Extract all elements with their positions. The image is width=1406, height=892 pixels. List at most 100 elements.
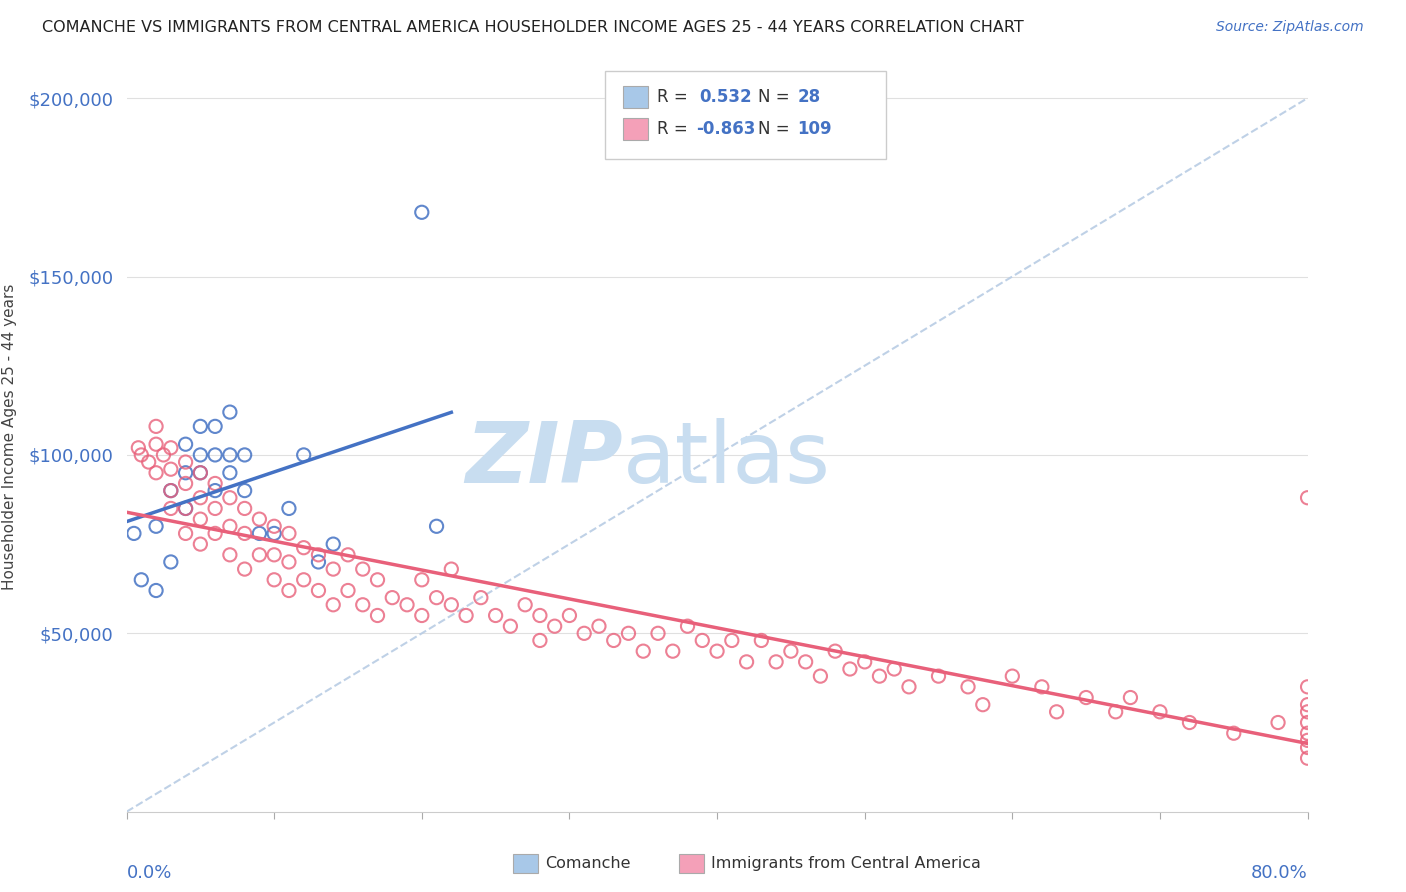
Point [425, 519, 447, 533]
Point [219, 466, 242, 480]
Point [249, 548, 271, 562]
Point [367, 608, 389, 623]
Point [352, 598, 374, 612]
Point [720, 633, 742, 648]
Point [278, 583, 301, 598]
Point [425, 591, 447, 605]
Point [263, 548, 285, 562]
Point [292, 573, 315, 587]
Point [676, 619, 699, 633]
Text: N =: N = [758, 88, 789, 106]
Point [898, 680, 921, 694]
Point [1267, 715, 1289, 730]
Point [1031, 680, 1053, 694]
Point [127, 441, 149, 455]
Point [574, 626, 596, 640]
Point [603, 633, 626, 648]
Text: Immigrants from Central America: Immigrants from Central America [711, 856, 981, 871]
Text: 80.0%: 80.0% [1251, 864, 1308, 882]
Point [1296, 726, 1319, 740]
Point [174, 466, 197, 480]
Point [174, 501, 197, 516]
Point [322, 562, 344, 576]
Point [972, 698, 994, 712]
Point [633, 644, 655, 658]
Point [145, 466, 167, 480]
Text: atlas: atlas [623, 418, 831, 501]
Point [122, 526, 145, 541]
Point [337, 583, 360, 598]
Point [853, 655, 876, 669]
Point [188, 491, 212, 505]
Point [219, 519, 242, 533]
Point [322, 598, 344, 612]
Point [174, 476, 197, 491]
Point [145, 519, 167, 533]
Point [352, 562, 374, 576]
Point [174, 455, 197, 469]
Point [263, 526, 285, 541]
Point [292, 448, 315, 462]
Point [1223, 726, 1246, 740]
Point [263, 519, 285, 533]
Point [145, 419, 167, 434]
Point [1296, 715, 1319, 730]
Point [1296, 680, 1319, 694]
Point [145, 437, 167, 451]
Text: ZIP: ZIP [465, 418, 623, 501]
Text: Comanche: Comanche [546, 856, 631, 871]
Point [1076, 690, 1098, 705]
Point [204, 448, 226, 462]
Point [219, 548, 242, 562]
Text: 28: 28 [797, 88, 820, 106]
Point [188, 466, 212, 480]
Point [160, 483, 183, 498]
Text: 0.532: 0.532 [699, 88, 751, 106]
Point [470, 591, 492, 605]
Point [174, 437, 197, 451]
Point [1296, 491, 1319, 505]
Point [233, 448, 256, 462]
Point [869, 669, 891, 683]
Point [188, 419, 212, 434]
Point [810, 669, 832, 683]
Point [883, 662, 905, 676]
Point [160, 483, 183, 498]
Point [1296, 698, 1319, 712]
Point [308, 583, 330, 598]
Point [411, 205, 433, 219]
Point [838, 662, 860, 676]
Point [188, 512, 212, 526]
Text: COMANCHE VS IMMIGRANTS FROM CENTRAL AMERICA HOUSEHOLDER INCOME AGES 25 - 44 YEAR: COMANCHE VS IMMIGRANTS FROM CENTRAL AMER… [42, 20, 1024, 35]
Point [1296, 751, 1319, 765]
Point [588, 619, 610, 633]
Point [145, 583, 167, 598]
Text: N =: N = [758, 120, 789, 138]
Point [233, 501, 256, 516]
Point [440, 598, 463, 612]
Point [308, 548, 330, 562]
Point [233, 526, 256, 541]
Point [263, 573, 285, 587]
Point [1001, 669, 1024, 683]
Point [308, 555, 330, 569]
Point [174, 526, 197, 541]
Point [1296, 705, 1319, 719]
Point [249, 512, 271, 526]
Point [337, 548, 360, 562]
Point [647, 626, 669, 640]
Point [381, 591, 404, 605]
Point [499, 619, 522, 633]
Point [292, 541, 315, 555]
Point [1046, 705, 1069, 719]
Point [515, 598, 537, 612]
Point [735, 655, 758, 669]
Point [1149, 705, 1171, 719]
Point [138, 455, 160, 469]
Point [1105, 705, 1128, 719]
Point [1119, 690, 1142, 705]
Point [558, 608, 581, 623]
Point [1296, 740, 1319, 755]
Point [692, 633, 714, 648]
Text: -0.863: -0.863 [696, 120, 755, 138]
